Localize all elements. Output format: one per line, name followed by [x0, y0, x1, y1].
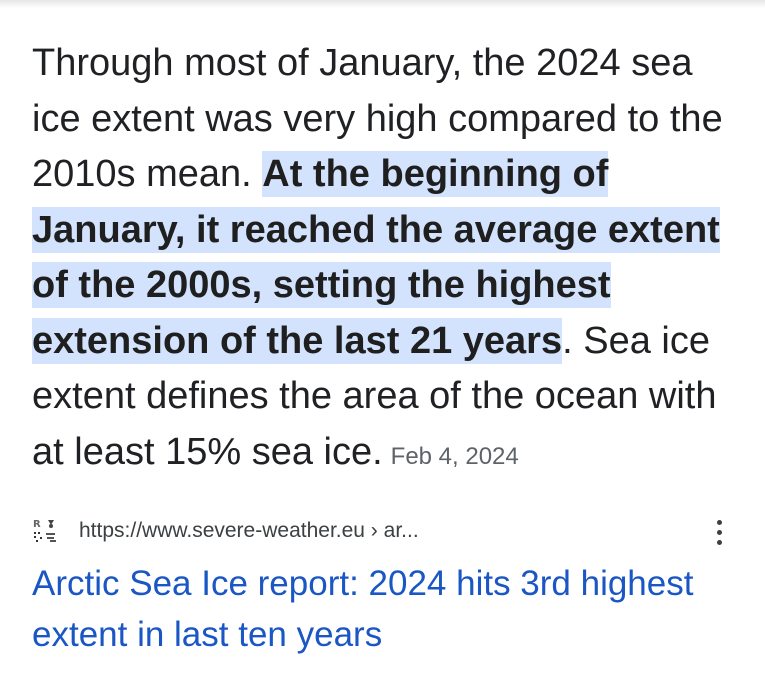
more-dot — [717, 540, 722, 545]
more-dot — [717, 530, 722, 535]
snippet-date: Feb 4, 2024 — [390, 442, 519, 470]
top-divider — [0, 0, 765, 8]
svg-text:R: R — [33, 519, 41, 530]
result-title-link[interactable]: Arctic Sea Ice report: 2024 hits 3rd hig… — [32, 564, 694, 654]
more-vert-icon[interactable] — [708, 516, 732, 550]
source-row[interactable]: R https://www.severe-weather.eu › ar... — [32, 514, 732, 548]
snippet-text-after: . Sea ice extent defines the area of the… — [32, 319, 717, 473]
snippet-text-before: Through most of January, the 2024 sea ic… — [32, 42, 723, 195]
source-url[interactable]: https://www.severe-weather.eu › ar... — [79, 519, 419, 542]
severe-weather-favicon-icon: R — [32, 516, 60, 544]
snippet-highlight: At the beginning of January, it reached … — [32, 151, 720, 364]
more-dot — [717, 520, 722, 525]
featured-snippet: Through most of January, the 2024 sea ic… — [32, 36, 747, 484]
